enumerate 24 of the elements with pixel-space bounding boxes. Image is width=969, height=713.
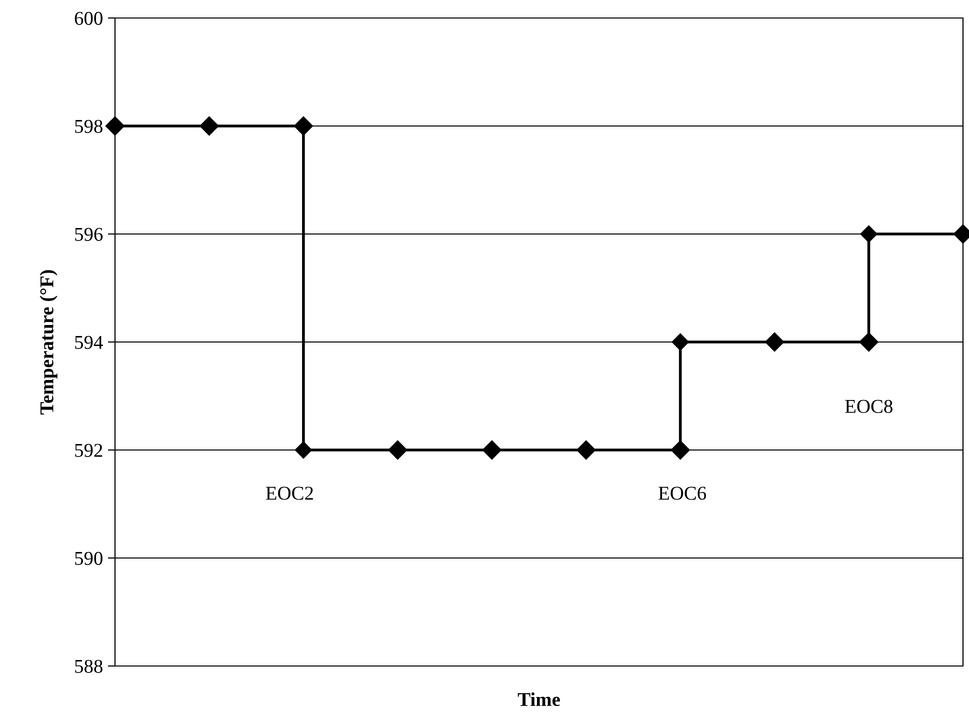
y-tick-label: 596 [75, 228, 103, 241]
x-axis-title: Time [518, 692, 560, 706]
y-tick-label: 600 [74, 12, 102, 25]
y-axis-title: Temperature (°F) [40, 270, 58, 414]
y-tick-label: 594 [75, 336, 103, 349]
annotation: EOC8 [845, 400, 892, 413]
y-tick-label: 592 [75, 444, 102, 457]
point [860, 225, 878, 243]
point [200, 116, 219, 136]
point [482, 440, 502, 460]
point [294, 441, 312, 459]
point [671, 333, 690, 351]
point [859, 332, 878, 352]
point [294, 116, 313, 136]
point [670, 440, 690, 460]
annotation: EOC6 [658, 486, 706, 500]
y-tick-label: 590 [75, 552, 102, 565]
y-tick-label: 598 [75, 120, 102, 133]
point [105, 116, 125, 136]
point [388, 440, 408, 460]
y-tick-label: 588 [75, 660, 102, 673]
annotation: EOC2 [266, 486, 313, 500]
point [765, 332, 784, 352]
point [576, 440, 596, 460]
